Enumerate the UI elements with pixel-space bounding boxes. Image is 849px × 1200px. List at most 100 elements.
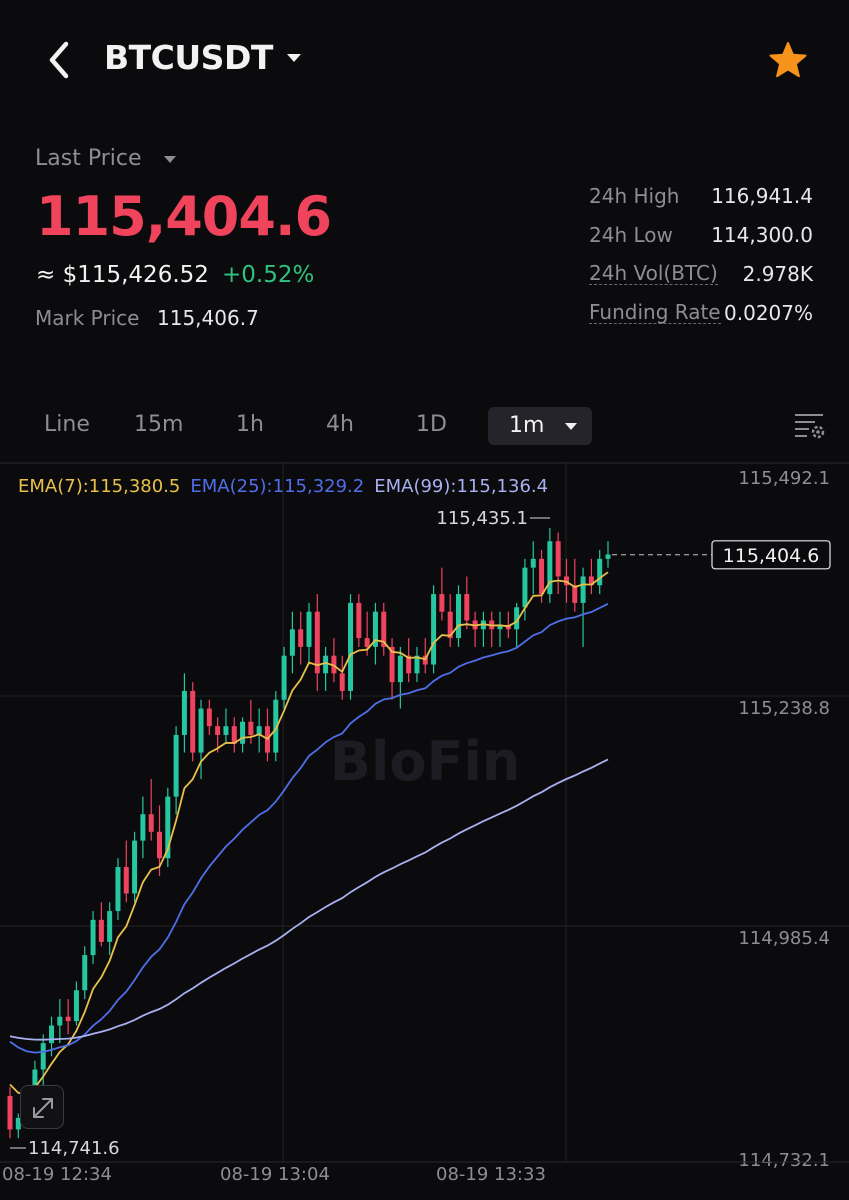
- candle-body: [90, 919, 96, 956]
- candle-body: [298, 629, 304, 647]
- chart-canvas[interactable]: 115,492.1 115,238.8 114,985.4 114,732.1 08-1…: [0, 462, 849, 1200]
- stat-row-24h-low: 24h Low 114,300.0: [0, 223, 849, 251]
- y-tick-label: 115,238.8: [738, 698, 830, 719]
- candle-body: [323, 655, 329, 674]
- candle-body: [98, 919, 104, 942]
- stat-label[interactable]: 24h Vol(BTC): [589, 261, 718, 285]
- candle-body: [447, 611, 453, 639]
- candle-body: [522, 567, 528, 608]
- stat-value: 2.978K: [742, 262, 813, 286]
- candlestick-chart[interactable]: 115,492.1 115,238.8 114,985.4 114,732.1 08-1…: [0, 462, 849, 1200]
- tab-1m-selected[interactable]: 1m: [488, 407, 592, 445]
- current-price-label: 115,404.6: [723, 545, 820, 567]
- candle-body: [514, 607, 520, 630]
- stat-row-24h-volume: 24h Vol(BTC) 2.978K: [0, 262, 849, 290]
- x-tick-label: 08-19 13:04: [220, 1164, 330, 1185]
- candle-body: [206, 708, 212, 727]
- tab-15m[interactable]: 15m: [134, 412, 184, 437]
- candle-body: [215, 726, 221, 735]
- candle-body: [281, 655, 287, 700]
- candle-body: [406, 655, 412, 674]
- candle-body: [464, 594, 470, 621]
- candle-body: [123, 867, 129, 894]
- stat-value: 0.0207%: [724, 301, 813, 325]
- last-price-label[interactable]: Last Price: [35, 146, 142, 171]
- candle-body: [165, 796, 171, 859]
- candle-body: [73, 990, 79, 1022]
- y-tick-label: 114,732.1: [738, 1150, 830, 1171]
- candle-body: [381, 611, 387, 647]
- candle-body: [15, 1117, 21, 1130]
- star-icon: [769, 42, 807, 78]
- candle-body: [140, 814, 146, 841]
- stat-value: 114,300.0: [711, 223, 813, 247]
- candle-body: [456, 594, 461, 639]
- candle-body: [348, 602, 354, 691]
- low-price-marker: 114,741.6: [28, 1138, 120, 1159]
- tab-1m-label: 1m: [509, 413, 545, 438]
- candle-body: [530, 558, 536, 568]
- candle-body: [314, 611, 320, 674]
- settings-list-icon: [795, 414, 825, 439]
- candle-body: [173, 734, 179, 797]
- candle-body: [555, 541, 561, 577]
- fullscreen-button[interactable]: [20, 1085, 64, 1129]
- candle-body: [339, 673, 345, 691]
- caret-down-icon: [565, 423, 577, 430]
- ema-legend: EMA(7):115,380.5 EMA(25):115,329.2 EMA(99)…: [18, 476, 558, 497]
- candle-body: [148, 814, 154, 832]
- pair-title[interactable]: BTCUSDT: [104, 38, 273, 77]
- ema7-line: [9, 571, 609, 1095]
- back-button[interactable]: [36, 36, 84, 84]
- tab-line[interactable]: Line: [44, 412, 90, 437]
- candle-body: [364, 638, 370, 647]
- candle-body: [57, 1016, 63, 1026]
- candle-body: [107, 911, 113, 942]
- tab-1d[interactable]: 1D: [416, 412, 447, 437]
- candle-body: [40, 1043, 46, 1070]
- candle-body: [397, 655, 403, 683]
- candle-body: [605, 554, 611, 559]
- stat-label: 24h High: [589, 184, 680, 208]
- tab-1h[interactable]: 1h: [236, 412, 264, 437]
- ema25-line: [9, 602, 609, 1054]
- candle-body: [82, 955, 88, 991]
- candle-body: [248, 721, 254, 735]
- x-tick-label: 08-19 12:34: [2, 1164, 112, 1185]
- ema25-label: EMA(25):115,329.2: [190, 476, 365, 497]
- y-tick-label: 114,985.4: [738, 928, 830, 949]
- candle-body: [7, 1095, 13, 1130]
- candle-body: [190, 690, 196, 753]
- candle-body: [547, 541, 553, 595]
- x-tick-label: 08-19 13:33: [436, 1164, 546, 1185]
- mark-price-value: 115,406.7: [157, 306, 259, 330]
- candle-body: [240, 721, 246, 744]
- pair-dropdown-icon[interactable]: [286, 52, 302, 64]
- usd-approx-value: ≈ $115,426.52: [36, 262, 209, 288]
- stat-label[interactable]: Funding Rate: [589, 300, 721, 324]
- candle-body: [65, 1016, 71, 1022]
- stat-label: 24h Low: [589, 223, 673, 247]
- tab-4h[interactable]: 4h: [326, 412, 354, 437]
- candle-body: [331, 655, 337, 674]
- stat-row-funding-rate: Funding Rate 0.0207%: [0, 301, 849, 329]
- candle-body: [306, 611, 312, 647]
- watermark-text: BloFin: [330, 730, 521, 793]
- price-change-percent: +0.52%: [222, 262, 315, 288]
- favorite-button[interactable]: [766, 40, 810, 80]
- candle-body: [372, 611, 378, 647]
- expand-arrows-icon: [33, 1098, 53, 1118]
- interval-tabs: Line 15m 1h 4h 1D 1m: [0, 400, 849, 452]
- candle-body: [597, 558, 603, 586]
- candle-body: [289, 629, 295, 656]
- caret-down-icon[interactable]: [164, 156, 176, 164]
- candle-body: [32, 1069, 38, 1096]
- high-price-marker: 115,435.1: [436, 508, 528, 529]
- chart-settings-button[interactable]: [793, 410, 827, 442]
- candle-body: [256, 726, 262, 735]
- candle-body: [588, 576, 594, 586]
- candle-body: [356, 602, 362, 639]
- candle-body: [431, 594, 437, 665]
- candle-body: [231, 726, 237, 744]
- candle-body: [198, 708, 204, 753]
